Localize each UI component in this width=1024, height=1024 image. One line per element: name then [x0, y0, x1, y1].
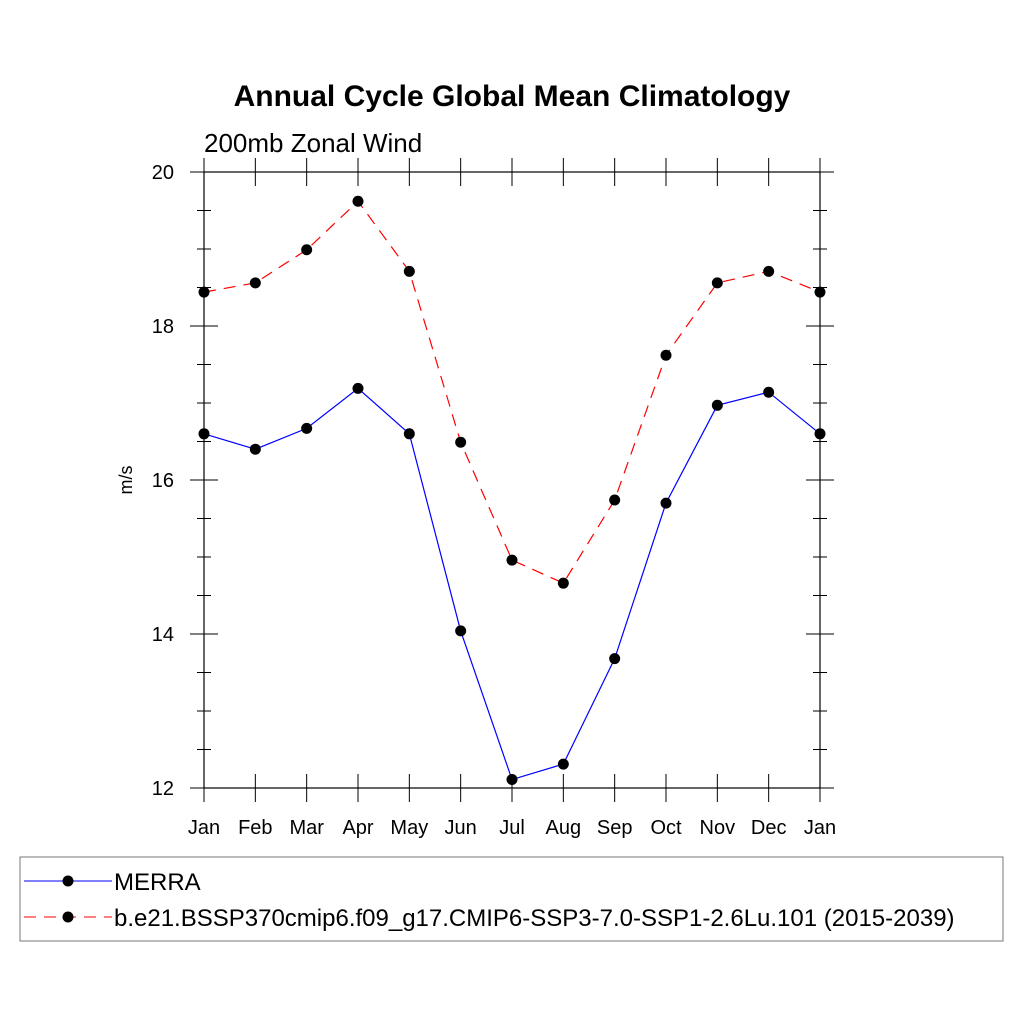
x-tick-label: Sep	[597, 817, 633, 839]
series-1-point	[352, 195, 364, 207]
series-1-point	[609, 494, 621, 506]
series-0-point	[609, 653, 621, 665]
series-1-point	[301, 244, 313, 256]
legend-merra-label: MERRA	[114, 869, 201, 896]
series-0-point	[455, 625, 467, 637]
series-1-point	[763, 265, 775, 277]
chart-title: Annual Cycle Global Mean Climatology	[234, 80, 791, 113]
y-tick-label: 20	[152, 162, 174, 184]
plot-area: Jan Feb Mar Apr May Jun Jul Aug Sep Oct Nov Dec Jan 1…	[152, 158, 836, 839]
x-tick-label: Aug	[546, 817, 582, 839]
y-tick-label: 18	[152, 316, 174, 338]
series-0-point	[711, 399, 723, 411]
x-tick-label: Jul	[499, 817, 525, 839]
series-line-0	[203, 387, 821, 781]
y-tick-label: 12	[152, 778, 174, 800]
x-tick-label: Oct	[650, 817, 682, 839]
legend: MERRA b.e21.BSSP370cmip6.f09_g17.CMIP6-S…	[19, 856, 1004, 942]
series-1-point	[557, 577, 569, 589]
legend-merra-marker	[62, 875, 74, 887]
series-1-point	[403, 265, 415, 277]
x-tick-label: Jan	[804, 817, 836, 839]
series-0-point	[506, 774, 518, 786]
legend-model-label: b.e21.BSSP370cmip6.f09_g17.CMIP6-SSP3-7.…	[114, 905, 955, 932]
series-1-point	[711, 277, 723, 289]
y-tick-label: 14	[152, 624, 174, 646]
x-tick-label: Apr	[342, 817, 373, 839]
plot-frame	[203, 171, 821, 789]
series-0-point	[249, 443, 261, 455]
series-1-point	[198, 286, 210, 298]
y-tick-label: 16	[152, 470, 174, 492]
x-tick-label: Jan	[188, 817, 220, 839]
x-tick-label: Jun	[445, 817, 477, 839]
series-line-1	[203, 200, 821, 584]
series-1-point	[814, 286, 826, 298]
series-1-point	[506, 554, 518, 566]
y-axis-label: m/s	[116, 466, 136, 495]
series-1-point	[455, 436, 467, 448]
x-tick-label: Feb	[238, 817, 272, 839]
x-tick-label: Mar	[289, 817, 324, 839]
legend-box	[19, 856, 1004, 942]
series-1-point	[660, 349, 672, 361]
series-0-point	[301, 422, 313, 434]
chart-subtitle: 200mb Zonal Wind	[204, 128, 422, 158]
series-0-point	[352, 382, 364, 394]
series-0-point	[198, 428, 210, 440]
series-0-point	[814, 428, 826, 440]
legend-model-marker	[62, 911, 74, 923]
series-0-point	[403, 428, 415, 440]
x-tick-label: May	[390, 817, 428, 839]
x-tick-label: Nov	[700, 817, 736, 839]
x-tick-label: Dec	[751, 817, 787, 839]
series-0-point	[557, 758, 569, 770]
series-0-point	[660, 497, 672, 509]
series-0-point	[763, 386, 775, 398]
series-1-point	[249, 277, 261, 289]
